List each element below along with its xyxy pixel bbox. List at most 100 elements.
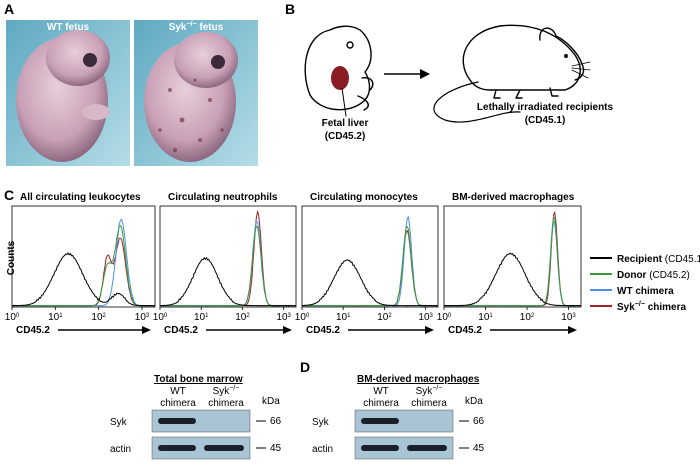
legend-entry: Donor (CD45.2) <box>617 270 690 281</box>
text-part: WT <box>170 386 186 397</box>
plot-frame <box>443 205 582 308</box>
x-tick-label: 103 <box>561 312 576 323</box>
text-part: 10 <box>520 312 532 323</box>
text-part: 10 <box>377 312 389 323</box>
x-tick-label: 100 <box>5 312 20 323</box>
band <box>158 445 196 451</box>
band <box>361 445 399 451</box>
text-part: 10 <box>336 312 348 323</box>
plot-frame <box>11 205 156 308</box>
text-part: 0 <box>164 313 168 319</box>
text-part: chimera <box>645 302 687 313</box>
band <box>158 418 196 424</box>
text-part: 10 <box>91 312 103 323</box>
text-part: 10 <box>48 312 60 323</box>
text-part: 1 <box>205 313 209 319</box>
text-part: 2 <box>246 313 250 319</box>
text-part: 10 <box>437 312 449 323</box>
text-part: 2 <box>388 313 392 319</box>
blot-strip <box>151 436 251 460</box>
histogram-curve <box>11 218 156 307</box>
text-part: 10 <box>135 312 147 323</box>
histogram-curve <box>159 225 297 307</box>
band <box>407 445 447 451</box>
axis-arrow-head <box>283 326 292 334</box>
text-part: 1 <box>347 313 351 319</box>
text-part: 1 <box>59 313 63 319</box>
row-label: actin <box>312 444 333 455</box>
text-part: 3 <box>288 313 292 319</box>
plot-frame <box>159 205 297 308</box>
text-part: Donor <box>617 270 647 281</box>
blot-strip <box>151 409 251 433</box>
panel-label: A <box>4 1 14 17</box>
text-part: Syk <box>617 302 635 313</box>
legend: Recipient (CD45.1) Donor (CD45.2) WT chime… <box>590 254 700 313</box>
blot-title: Total bone marrow <box>154 374 243 385</box>
legend-entry: Syk−/− chimera <box>617 301 686 313</box>
x-tick-label: 102 <box>520 312 535 323</box>
x-tick-label: 102 <box>91 312 106 323</box>
row-label: actin <box>110 444 131 455</box>
lane-label: chimera <box>411 398 447 409</box>
text-part: 0 <box>306 313 310 319</box>
text-part: Syk <box>416 386 434 397</box>
text-part: −/− <box>229 385 239 392</box>
lane-label: WT <box>170 386 186 397</box>
text-part: 10 <box>5 312 17 323</box>
text-part: (CD45.1) <box>662 254 700 265</box>
x-tick-label: 100 <box>295 312 310 323</box>
text-part: Syk <box>213 386 231 397</box>
histogram-curve <box>11 252 156 307</box>
x-tick-label: 103 <box>276 312 291 323</box>
legend-entry: WT chimera <box>617 286 674 297</box>
text-part: Recipient <box>617 254 663 265</box>
lane-label: chimera <box>208 398 244 409</box>
text-part: 10 <box>235 312 247 323</box>
text-part: 10 <box>276 312 288 323</box>
panel-label: C <box>4 187 14 203</box>
x-axis-label: CD45.2 <box>16 325 50 336</box>
blot-strip <box>354 436 454 460</box>
x-tick-label: 100 <box>153 312 168 323</box>
histogram-curve <box>11 224 156 307</box>
histogram-curve <box>11 237 156 307</box>
donor-label: Fetal liver <box>322 118 369 129</box>
text-part: 10 <box>478 312 490 323</box>
text-part: −/− <box>432 385 442 392</box>
text-part: 10 <box>295 312 307 323</box>
text-part: (CD45.2) <box>646 270 689 281</box>
text-part: 0 <box>16 313 20 319</box>
text-part: −/− <box>635 301 645 308</box>
text-part: 10 <box>194 312 206 323</box>
fetus-photo <box>6 20 130 166</box>
recipient-label: (CD45.1) <box>525 115 566 126</box>
unit-label: kDa <box>465 396 483 407</box>
photo-caption: WT fetus <box>47 22 90 33</box>
photo-caption: Syk−/− fetus <box>169 21 224 33</box>
axis-arrow-head <box>425 326 434 334</box>
lane-label: chimera <box>363 398 399 409</box>
arrow <box>384 69 430 79</box>
lane-label: chimera <box>160 398 196 409</box>
histogram-curve <box>301 259 439 307</box>
histogram-curve <box>160 221 297 307</box>
text-part: 3 <box>146 313 150 319</box>
histogram-curve <box>301 216 439 307</box>
legend-entry: Recipient (CD45.1) <box>617 254 700 265</box>
text-part: 2 <box>103 313 107 319</box>
x-tick-label: 100 <box>437 312 452 323</box>
band <box>204 445 244 451</box>
text-part: 3 <box>430 313 434 319</box>
text-part: 10 <box>153 312 165 323</box>
histogram-curve <box>159 256 296 307</box>
fetus-sketch <box>304 25 374 117</box>
plot-title: Circulating monocytes <box>310 192 418 203</box>
marker-label: 45 <box>473 443 485 454</box>
unit-label: kDa <box>262 396 280 407</box>
text-part: 2 <box>531 313 535 319</box>
row-label: Syk <box>312 417 330 428</box>
